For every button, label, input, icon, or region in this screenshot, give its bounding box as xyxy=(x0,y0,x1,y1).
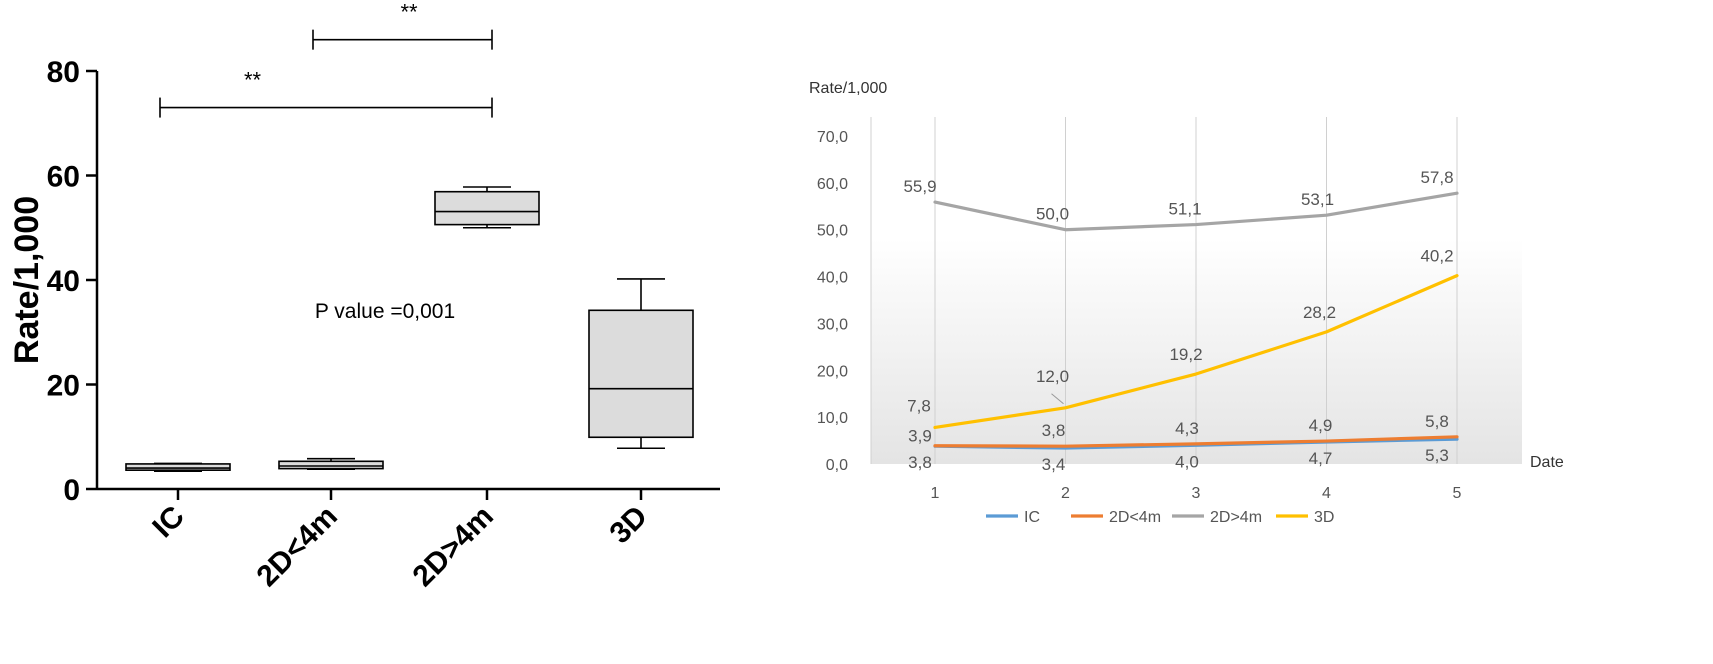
boxplot-x-label-2d4m: 2D>4m xyxy=(406,500,500,594)
line-y-tick-label: 30,0 xyxy=(817,316,848,333)
data-label: 40,2 xyxy=(1420,247,1453,266)
data-label: 5,8 xyxy=(1425,412,1449,431)
line-y-tick-label: 60,0 xyxy=(817,176,848,193)
box-iqr xyxy=(278,460,384,470)
data-label: 55,9 xyxy=(903,177,936,196)
data-label: 3,4 xyxy=(1042,455,1066,474)
box-iqr xyxy=(125,463,231,471)
boxplot-y-tick-label: 60 xyxy=(47,161,80,194)
line-x-tick-label: 2 xyxy=(1061,485,1070,502)
boxplot-y-tick-label: 20 xyxy=(47,370,80,403)
line-x-tick-label: 1 xyxy=(931,485,940,502)
line-chart: Rate/1,000 Date 0,0 10,0 20,0 30,0 40,0 50,0 6… xyxy=(809,80,1564,526)
line-x-tick-label: 3 xyxy=(1192,485,1201,502)
data-label: 28,2 xyxy=(1303,303,1336,322)
legend-label: 3D xyxy=(1314,509,1334,526)
boxplot-y-axis: 0 20 40 60 80 xyxy=(47,56,99,507)
line-y-tick-label: 40,0 xyxy=(817,270,848,287)
boxplot-y-tick-label: 0 xyxy=(63,474,80,507)
line-y-label: Rate/1,000 xyxy=(809,80,887,97)
box-iqr xyxy=(588,309,694,439)
line-x-tick-label: 4 xyxy=(1322,485,1331,502)
data-label: 19,2 xyxy=(1169,345,1202,364)
significance-bracket: ** xyxy=(159,68,493,118)
significance-bracket: ** xyxy=(312,0,493,50)
boxplot-y-tick-label: 40 xyxy=(47,265,80,298)
data-label: 3,9 xyxy=(908,427,932,446)
box-ic xyxy=(125,462,231,473)
data-label: 57,8 xyxy=(1420,168,1453,187)
data-label: 50,0 xyxy=(1036,205,1069,224)
data-label: 4,3 xyxy=(1175,419,1199,438)
line-y-tick-label: 20,0 xyxy=(817,363,848,380)
legend-item-ic: IC xyxy=(986,509,1040,526)
data-label: 53,1 xyxy=(1301,190,1334,209)
p-value-annotation: P value =0,001 xyxy=(315,300,455,323)
boxplot-chart: 0 20 40 60 80 Rate/1,000 IC 2D<4m 2D>4m 3D ** **… xyxy=(8,0,720,593)
data-label: 3,8 xyxy=(908,453,932,472)
significance-label: ** xyxy=(244,68,262,93)
box-3d xyxy=(588,278,694,450)
line-y-tick-label: 70,0 xyxy=(817,129,848,146)
box-iqr xyxy=(434,190,540,226)
data-label: 12,0 xyxy=(1036,367,1069,386)
line-y-tick-label: 50,0 xyxy=(817,223,848,240)
line-legend: IC 2D<4m 2D>4m 3D xyxy=(986,509,1334,526)
line-x-label: Date xyxy=(1530,454,1564,471)
legend-item-2d4m: 2D<4m xyxy=(1071,509,1161,526)
legend-item-2d4m: 2D>4m xyxy=(1172,509,1262,526)
data-label: 4,7 xyxy=(1309,449,1333,468)
data-label: 4,0 xyxy=(1175,452,1199,471)
line-y-tick-label: 10,0 xyxy=(817,410,848,427)
data-label: 3,8 xyxy=(1042,421,1066,440)
series-line-2d4m xyxy=(933,435,1459,448)
significance-label: ** xyxy=(400,0,418,25)
boxplot-y-tick-label: 80 xyxy=(47,56,80,89)
line-x-tick-label: 5 xyxy=(1453,485,1462,502)
boxplot-x-label-2d4m: 2D<4m xyxy=(250,500,344,594)
series-line-2d4m xyxy=(933,191,1459,232)
line-y-tick-label: 0,0 xyxy=(826,457,848,474)
data-label: 51,1 xyxy=(1168,200,1201,219)
legend-label: 2D>4m xyxy=(1210,509,1262,526)
boxplot-x-label-ic: IC xyxy=(146,500,191,545)
legend-label: IC xyxy=(1024,509,1040,526)
data-label: 4,9 xyxy=(1309,416,1333,435)
boxplot-x-label-3d: 3D xyxy=(603,500,653,550)
box-2d4m xyxy=(434,186,540,229)
data-label-leader xyxy=(1051,393,1064,405)
legend-label: 2D<4m xyxy=(1109,509,1161,526)
data-label: 5,3 xyxy=(1425,446,1449,465)
box-2d4m xyxy=(278,457,384,470)
legend-item-3d: 3D xyxy=(1276,509,1334,526)
series-line-3d xyxy=(933,274,1459,430)
data-label: 7,8 xyxy=(907,396,931,415)
boxplot-y-label: Rate/1,000 xyxy=(8,196,46,364)
